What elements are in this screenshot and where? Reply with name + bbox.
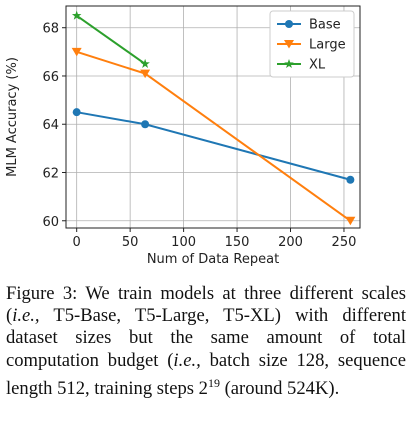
data-point [346,175,355,184]
series-xl [71,10,150,68]
legend-label: XL [309,58,326,73]
y-axis-label: MLM Accuracy (%) [5,57,20,177]
y-tick-label: 68 [42,22,59,37]
legend-item-base: Base [277,18,341,33]
x-axis-label: Num of Data Repeat [147,252,279,267]
series-large [71,47,356,226]
data-point [71,47,82,57]
figure-caption: Figure 3: We train models at three diffe… [6,283,406,400]
caption-text: Figure 3: We train models at three diffe… [6,283,406,399]
x-tick-label: 150 [225,235,250,250]
legend-item-large: Large [277,38,346,53]
legend-label: Base [309,18,341,33]
data-point [141,120,150,129]
data-point [140,69,151,79]
legend-marker [285,20,293,28]
y-axis-ticks: 60 62 64 66 68 [42,22,66,230]
legend-marker [284,59,294,69]
series-base [72,108,355,184]
y-tick-label: 60 [42,215,59,230]
x-axis-ticks: 0 50 100 150 200 250 [73,228,357,250]
data-point [72,108,81,117]
series-line-xl [76,14,146,65]
x-tick-label: 100 [171,235,196,250]
legend: Base Large XL [269,10,355,78]
legend-item-xl: XL [277,58,326,73]
legend-marker [284,40,294,49]
x-tick-label: 0 [73,235,81,250]
line-chart: 0 50 100 150 200 250 60 62 64 66 68 Num of Data R… [5,5,361,267]
plot-frame [65,5,361,229]
y-tick-label: 66 [42,70,59,85]
data-point [345,216,356,226]
data-point [140,58,150,68]
x-tick-label: 200 [278,235,303,250]
y-tick-label: 64 [42,118,59,133]
series-lines [71,10,356,226]
y-tick-label: 62 [42,167,59,182]
data-point [71,10,82,20]
x-tick-label: 250 [332,235,357,250]
legend-label: Large [309,38,346,53]
x-tick-label: 50 [122,235,139,250]
legend-box [269,10,355,78]
